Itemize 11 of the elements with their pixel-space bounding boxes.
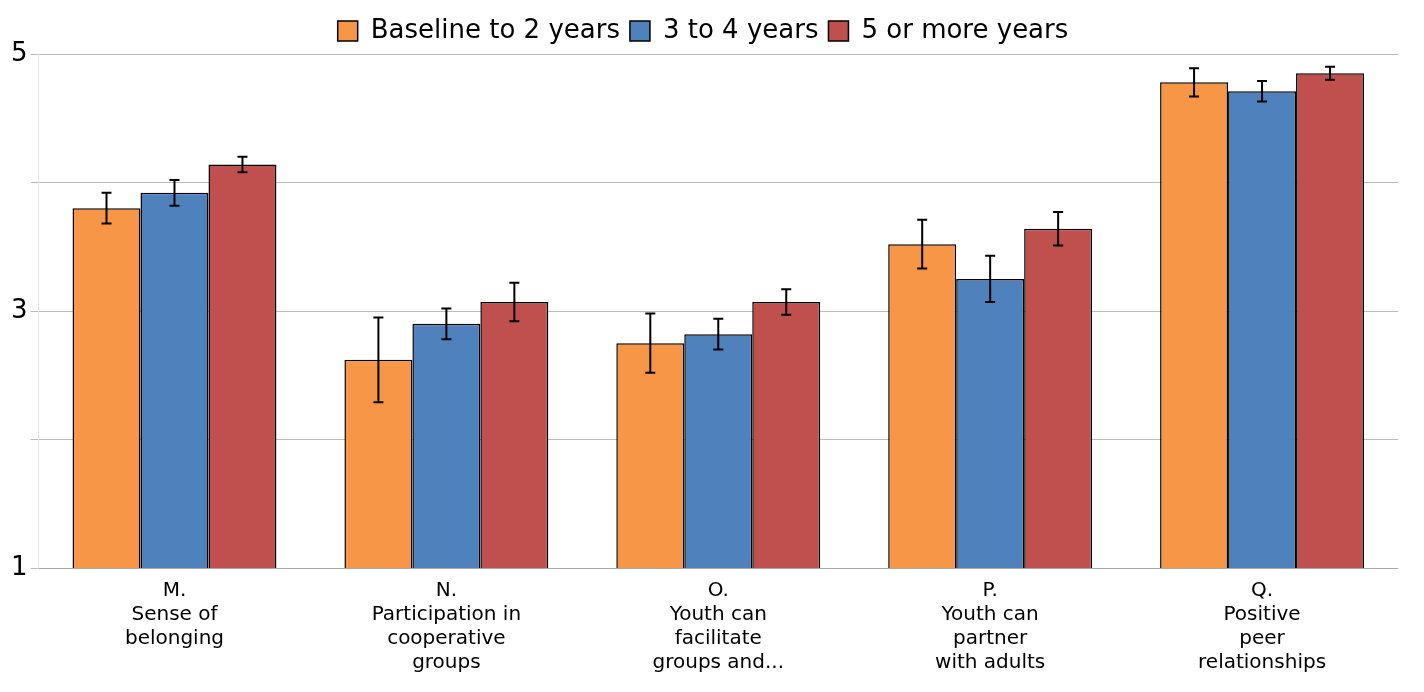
x-tick-label: M. Sense of belonging (124, 577, 225, 650)
x-tick-label: Q. Positive peer relationships (1198, 577, 1327, 674)
y-tick-label: 5 (11, 36, 28, 67)
x-tick-label: O. Youth can facilitate groups and... (652, 577, 785, 674)
y-tick-label: 3 (11, 293, 28, 324)
legend-label: Baseline to 2 years (370, 13, 620, 44)
x-tick-label: P. Youth can partner with adults (935, 577, 1046, 674)
legend-label: 3 to 4 years (662, 13, 819, 44)
x-tick-label: N. Participation in cooperative groups (371, 577, 522, 674)
legend-label: 5 or more years (861, 13, 1069, 44)
y-tick-label: 1 (11, 550, 28, 581)
